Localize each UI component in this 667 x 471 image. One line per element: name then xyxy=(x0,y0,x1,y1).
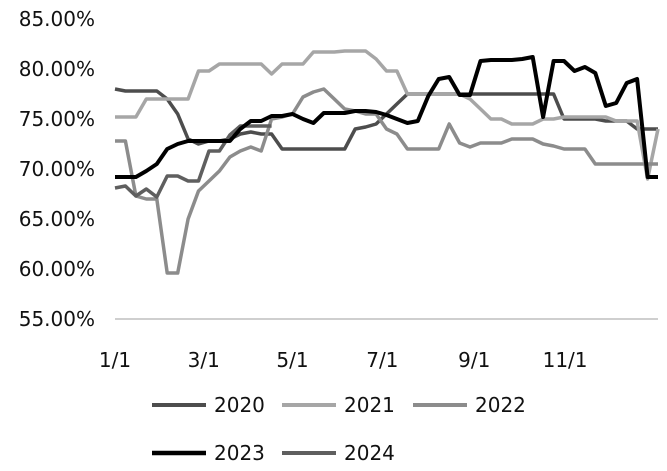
x-axis-ticks: 1/1 3/1 5/1 7/1 9/1 11/1 xyxy=(99,348,588,372)
y-tick-label: 75.00% xyxy=(19,107,95,131)
y-tick-label: 80.00% xyxy=(19,57,95,81)
x-tick-label: 11/1 xyxy=(543,348,588,372)
legend-label-2023: 2023 xyxy=(214,441,265,465)
x-tick-label: 1/1 xyxy=(99,348,131,372)
y-tick-label: 55.00% xyxy=(19,307,95,331)
x-tick-label: 9/1 xyxy=(458,348,490,372)
series-line-2022 xyxy=(115,87,658,275)
legend: 2020 2021 2022 2023 2024 xyxy=(152,393,526,465)
series-line-2024 xyxy=(114,124,272,199)
legend-label-2022: 2022 xyxy=(475,393,526,417)
y-tick-label: 60.00% xyxy=(19,257,95,281)
legend-label-2021: 2021 xyxy=(344,393,395,417)
y-tick-label: 65.00% xyxy=(19,207,95,231)
legend-label-2024: 2024 xyxy=(344,441,395,465)
x-tick-label: 7/1 xyxy=(366,348,398,372)
series-line-2021 xyxy=(115,49,660,181)
series-line-2023 xyxy=(115,55,658,179)
series-lines xyxy=(114,49,660,275)
x-tick-label: 5/1 xyxy=(276,348,308,372)
y-tick-label: 70.00% xyxy=(19,157,95,181)
y-axis-ticks: 55.00% 60.00% 65.00% 70.00% 75.00% 80.00% 85.0… xyxy=(19,7,95,331)
y-tick-label: 85.00% xyxy=(19,7,95,31)
x-tick-label: 3/1 xyxy=(188,348,220,372)
legend-label-2020: 2020 xyxy=(214,393,265,417)
